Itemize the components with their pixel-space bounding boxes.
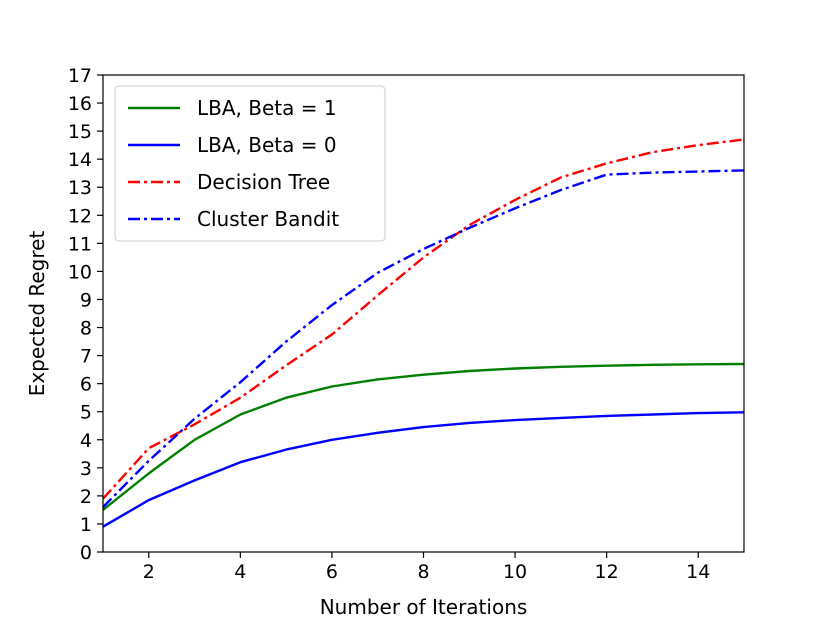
x-tick-label: 4 (234, 561, 246, 583)
legend-label-3: Decision Tree (197, 170, 330, 194)
y-tick-label: 10 (68, 261, 92, 283)
y-tick-label: 3 (80, 458, 92, 480)
legend-label-2: LBA, Beta = 0 (197, 133, 337, 157)
y-tick-label: 15 (68, 121, 92, 143)
y-tick-label: 5 (80, 402, 92, 424)
y-axis-label: Expected Regret (25, 231, 49, 397)
y-tick-label: 17 (68, 65, 92, 87)
legend: LBA, Beta = 1 LBA, Beta = 0 Decision Tree C… (114, 85, 386, 242)
y-tick-label: 7 (80, 346, 92, 368)
x-tick-label: 6 (326, 561, 338, 583)
legend-entries: LBA, Beta = 1 LBA, Beta = 0 Decision Tree C… (128, 96, 339, 231)
legend-label-1: LBA, Beta = 1 (197, 96, 337, 120)
series-line-2 (102, 411, 745, 528)
y-tick-label: 1 (80, 514, 92, 536)
y-tick-label: 11 (68, 233, 92, 255)
x-tick-label: 12 (595, 561, 619, 583)
x-tick-label: 8 (417, 561, 429, 583)
legend-label-4: Cluster Bandit (197, 207, 339, 231)
plot-lines (102, 138, 745, 528)
legend-box (114, 85, 386, 242)
y-tick-label: 0 (80, 542, 92, 564)
y-tick-label: 13 (68, 177, 92, 199)
y-tick-label: 6 (80, 374, 92, 396)
y-tick-label: 9 (80, 289, 92, 311)
x-tick-label: 14 (686, 561, 710, 583)
y-tick-label: 14 (68, 149, 92, 171)
y-tick-label: 8 (80, 318, 92, 340)
y-tick-label: 4 (80, 430, 92, 452)
x-tick-label: 10 (503, 561, 527, 583)
x-tick-label: 2 (143, 561, 155, 583)
series-line-1 (102, 362, 745, 511)
series-line-4 (102, 169, 745, 508)
x-axis-label: Number of Iterations (320, 595, 528, 619)
y-tick-label: 16 (68, 93, 92, 115)
y-tick-label: 2 (80, 486, 92, 508)
y-tick-label: 12 (68, 205, 92, 227)
